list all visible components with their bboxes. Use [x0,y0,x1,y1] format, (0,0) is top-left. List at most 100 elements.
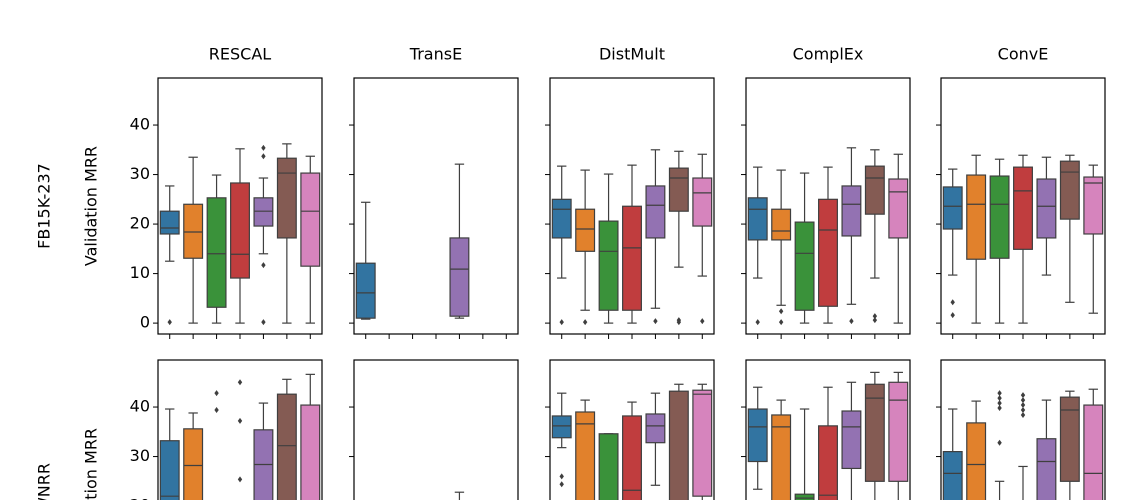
column-title: TransE [409,45,462,64]
panel-frame [745,77,911,335]
flier [950,312,955,319]
box [645,185,666,239]
y-tick-label: 40 [130,397,150,416]
column-title: RESCAL [209,45,272,64]
box [668,390,689,500]
box [159,440,180,500]
box [1036,178,1057,239]
box [598,433,619,500]
flier [778,308,784,315]
panel-frame [353,359,519,500]
box [159,210,180,235]
flier [755,319,760,326]
box [771,414,792,500]
panel-frame [549,77,715,335]
box [551,198,572,239]
box [966,174,987,260]
box [888,381,909,482]
panel-frame [940,359,1106,500]
y-tick-label: 20 [130,214,150,233]
box [206,197,227,308]
flier [1020,402,1026,409]
box [794,221,815,311]
box [622,205,642,311]
box [864,383,885,482]
box [989,175,1010,259]
box [888,178,909,239]
flier [167,319,172,326]
flier [582,319,588,326]
box [575,411,596,500]
box [276,393,297,500]
box [622,415,642,500]
flier [653,318,658,325]
flier [1020,397,1026,404]
column-title: DistMult [599,45,665,64]
box [355,262,376,319]
box [818,425,838,500]
flier [676,319,682,326]
box [300,404,321,500]
flier [997,400,1002,407]
panel-frame [745,359,911,500]
box [183,203,204,259]
flier [872,317,878,324]
box [841,410,862,470]
flier [1020,407,1026,414]
box [966,422,987,500]
y-tick-label: 30 [130,446,150,465]
column-title: ComplEx [793,45,864,64]
box [276,157,297,239]
flier [237,379,243,386]
box [1059,160,1080,220]
flier [214,390,219,397]
box [771,208,792,241]
flier [559,319,564,326]
box [747,197,768,241]
y-tick-label: 40 [130,115,150,134]
y-tick-label: 20 [130,496,150,500]
box [253,197,274,227]
flier [997,439,1002,446]
box [794,493,815,500]
flier [237,476,243,483]
y-axis-label: Validation MRR [82,428,101,500]
box [183,428,204,500]
flier [872,313,878,320]
flier [559,473,564,480]
flier [778,319,784,326]
panel-frame [549,359,715,500]
flier [950,299,955,306]
flier [997,395,1002,402]
box [818,198,838,307]
box [1083,176,1104,235]
box [841,185,862,237]
box [1083,404,1104,500]
box [864,165,885,215]
y-tick-label: 30 [130,164,150,183]
box [942,186,963,230]
box [645,413,666,444]
box [300,172,321,267]
y-axis-label: Validation MRR [82,146,101,266]
row-label: FB15K-237 [35,163,54,249]
box [230,182,250,279]
box [668,167,689,212]
panel-frame [157,77,323,335]
flier [261,144,266,151]
flier [214,407,219,414]
flier [237,417,243,424]
box [1013,166,1033,250]
flier [997,405,1002,412]
box [692,177,713,227]
row-label: WNRR [35,463,54,500]
box [1036,438,1057,500]
box [598,220,619,311]
flier [1020,392,1026,399]
flier [700,318,705,325]
y-tick-label: 0 [140,313,150,332]
flier [997,390,1002,397]
panel-frame [353,77,519,335]
y-tick-label: 10 [130,263,150,282]
